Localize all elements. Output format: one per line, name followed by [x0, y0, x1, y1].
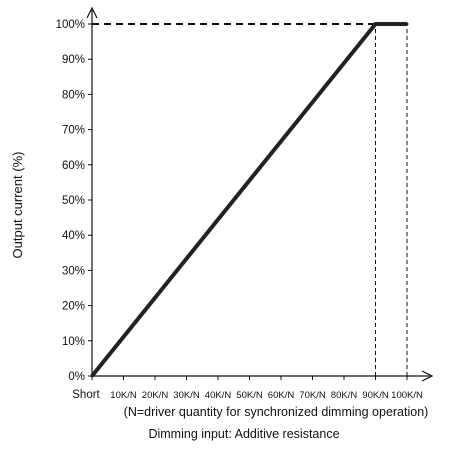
y-tick-labels: 0% 10% 20% 30% 40% 50% 60% 70% 80% 90% 100%	[56, 19, 85, 383]
x-tick-label: 80K/N	[331, 390, 358, 401]
x-tick-label: 30K/N	[173, 390, 200, 401]
x-tick-label: 50K/N	[236, 390, 263, 401]
y-axis-title: Output current (%)	[10, 152, 25, 259]
y-tick-label: 0%	[68, 371, 85, 383]
y-tick-label: 100%	[56, 19, 85, 31]
y-tick-label: 70%	[62, 125, 85, 137]
y-axis-arrow	[86, 6, 98, 19]
axes	[86, 6, 434, 382]
series-line	[90, 22, 407, 378]
y-tick-label: 60%	[62, 160, 85, 172]
x-tick-label: 100K/N	[391, 390, 423, 401]
y-tick-label: 40%	[62, 230, 85, 242]
x-tick-label: 40K/N	[205, 390, 232, 401]
x-tick-label: 10K/N	[110, 390, 137, 401]
x-axis-title: Dimming input: Additive resistance	[148, 427, 339, 441]
data-point	[405, 22, 409, 26]
x-tick-label: 70K/N	[299, 390, 326, 401]
x-tick-labels: Short 10K/N 20K/N 30K/N 40K/N 50K/N 60K/N 70K/N…	[72, 389, 423, 401]
x-axis-arrow	[421, 370, 434, 382]
y-tick-label: 30%	[62, 265, 85, 277]
y-tick-label: 90%	[62, 54, 85, 66]
reference-lines	[92, 23, 408, 376]
data-point	[90, 374, 94, 378]
data-point	[374, 22, 377, 26]
chart-note: (N=driver quantity for synchronized dimm…	[124, 405, 429, 419]
x-tick-label: 20K/N	[142, 390, 169, 401]
y-tick-label: 50%	[62, 195, 85, 207]
y-tick-label: 20%	[62, 301, 85, 313]
y-tick-label: 80%	[62, 89, 85, 101]
x-tick-label: 90K/N	[362, 390, 389, 401]
y-tick-label: 10%	[62, 336, 85, 348]
x-tick-label: Short	[72, 389, 100, 401]
series-group	[90, 22, 409, 378]
x-tick-label: 60K/N	[268, 390, 295, 401]
